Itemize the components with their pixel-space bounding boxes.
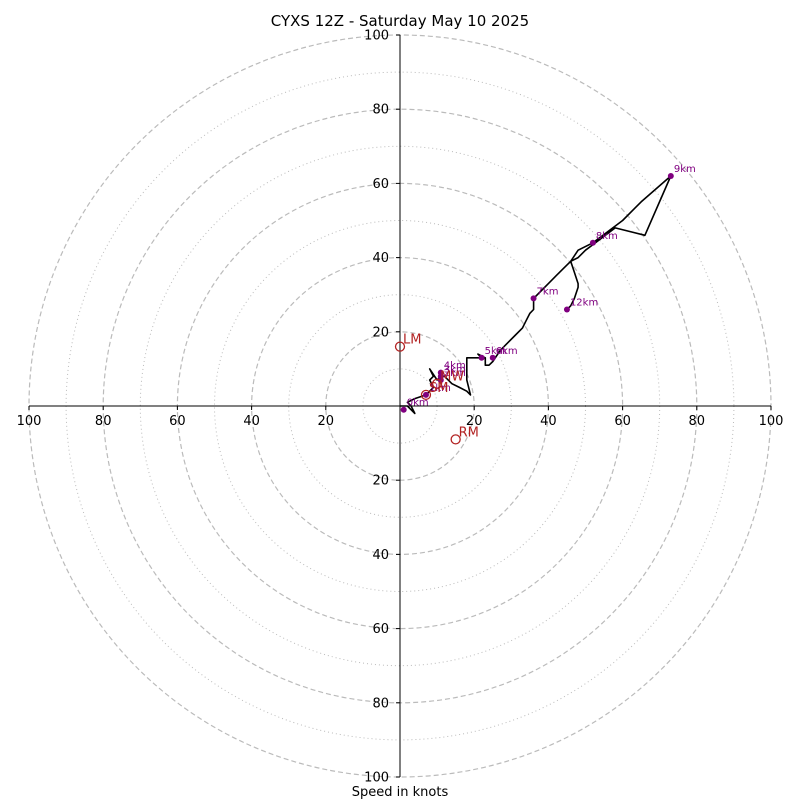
height-label: 4km [444, 361, 466, 372]
height-label: 9km [674, 164, 696, 175]
motion-label: MW [440, 370, 464, 385]
x-tick-label: 60 [614, 414, 631, 429]
height-label: 6km [496, 346, 518, 357]
x-tick-label: 40 [243, 414, 260, 429]
height-label: 1km [429, 383, 451, 394]
y-tick-label: 100 [364, 771, 389, 786]
x-tick-label: 80 [95, 414, 112, 429]
y-tick-label: 60 [372, 622, 389, 637]
y-tick-label: 40 [372, 251, 389, 266]
x-tick-label: 80 [689, 414, 706, 429]
height-marker [563, 306, 570, 313]
x-tick-label: 100 [17, 414, 42, 429]
motion-label: SM [429, 381, 448, 396]
height-label: 2km [444, 368, 466, 379]
x-tick-label: 60 [169, 414, 186, 429]
x-tick-label: 100 [759, 414, 784, 429]
y-tick-label: 80 [372, 103, 389, 118]
height-marker [437, 369, 444, 376]
height-marker [478, 354, 485, 361]
x-tick-label: 20 [318, 414, 335, 429]
height-marker [589, 239, 596, 246]
x-tick-label: 20 [466, 414, 483, 429]
height-marker [530, 295, 537, 302]
motion-label: LM [403, 333, 421, 348]
x-tick-label: 40 [540, 414, 557, 429]
y-tick-label: 100 [364, 29, 389, 44]
motion-marker [431, 378, 443, 389]
height-marker [422, 391, 429, 398]
height-marker [489, 354, 496, 361]
motion-marker [394, 341, 406, 352]
height-label: 0km [407, 398, 429, 409]
height-label: 3km [444, 364, 466, 375]
motion-label: RM [459, 425, 479, 440]
height-label: 8km [596, 231, 618, 242]
chart-title: CYXS 12Z - Saturday May 10 2025 [271, 12, 529, 30]
y-tick-label: 40 [372, 548, 389, 563]
y-tick-label: 20 [372, 325, 389, 340]
height-label: 12km [570, 298, 598, 309]
wind-trace-line [400, 175, 672, 415]
height-marker [667, 172, 674, 179]
height-label: 5km [485, 346, 507, 357]
tick-labels: 100 100 80 80 60 60 40 40 20 20 20 20 40 40 60 60 80 80 10… [17, 29, 784, 786]
y-tick-label: 20 [372, 474, 389, 489]
height-label: 7km [537, 286, 559, 297]
y-tick-label: 80 [372, 696, 389, 711]
y-tick-label: 60 [372, 177, 389, 192]
motion-marker [420, 389, 432, 401]
height-marker [400, 406, 407, 413]
hodograph-trace [400, 175, 672, 415]
motion-marker [450, 434, 461, 445]
x-axis-label: Speed in knots [352, 785, 449, 800]
